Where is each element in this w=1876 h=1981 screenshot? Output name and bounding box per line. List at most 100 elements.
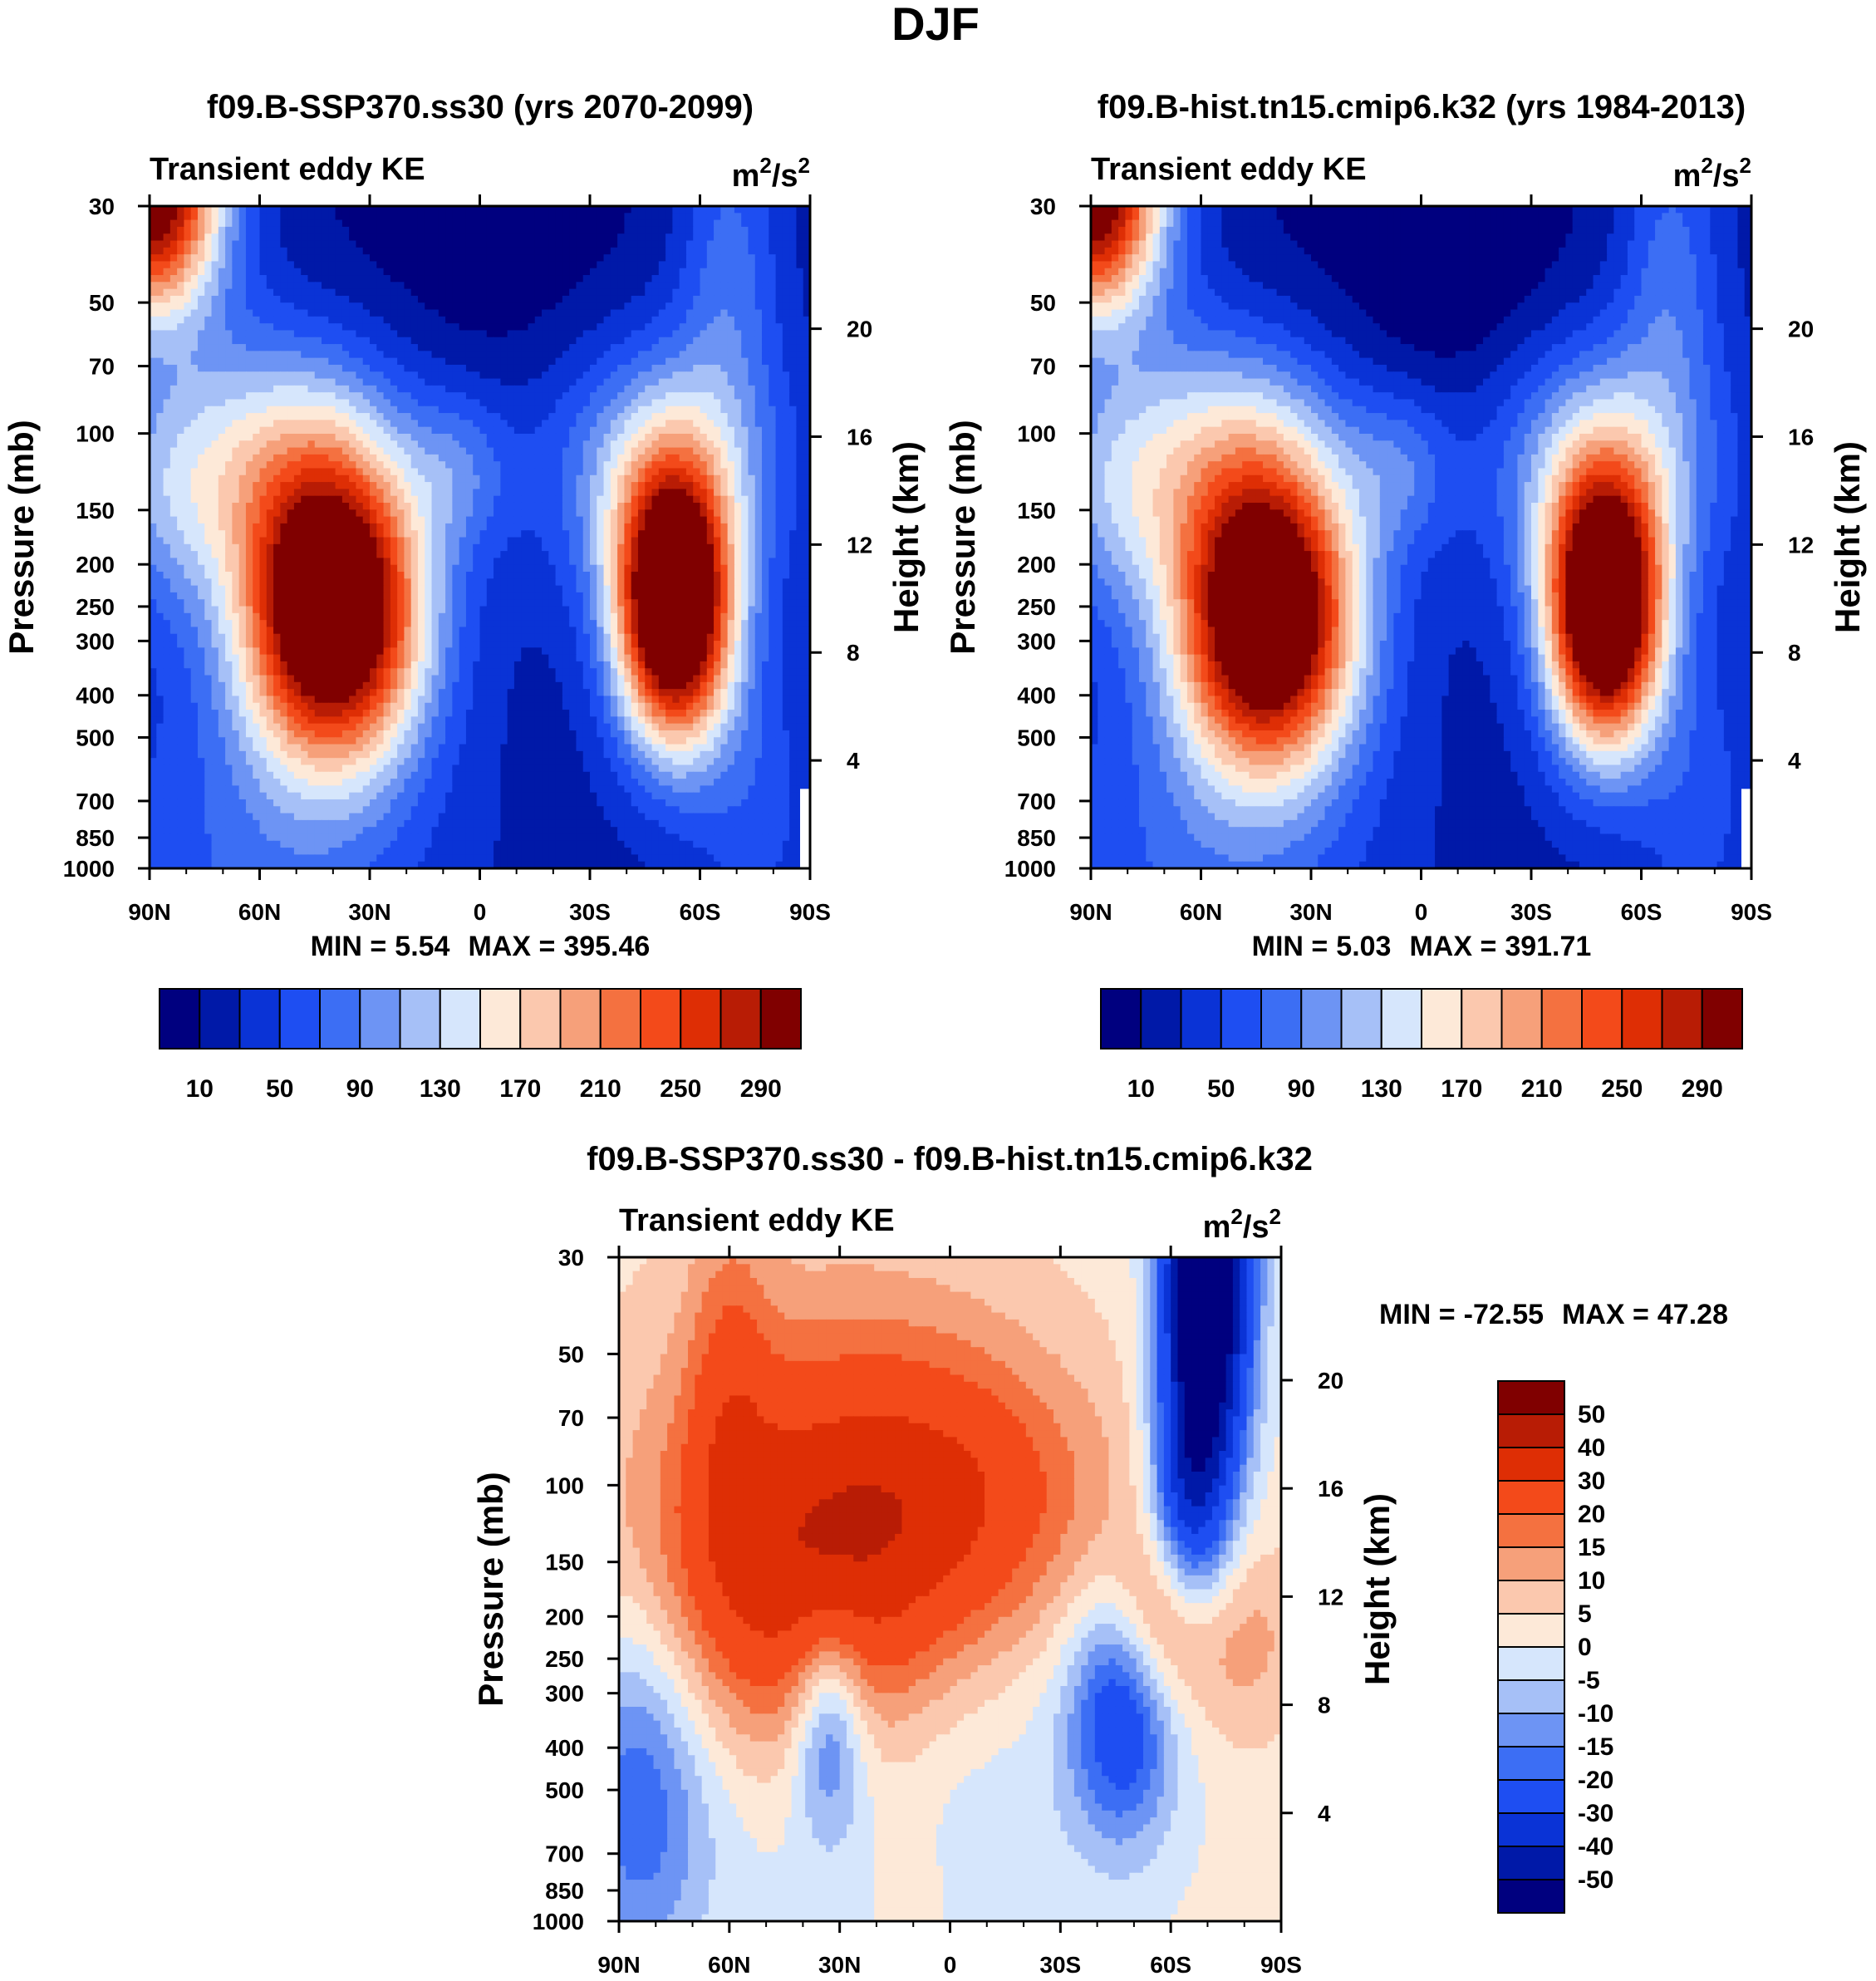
contour-cell bbox=[590, 489, 597, 497]
contour-cell bbox=[293, 447, 302, 455]
contour-cell bbox=[693, 240, 701, 248]
contour-cell bbox=[741, 433, 749, 441]
contour-cell bbox=[479, 364, 488, 372]
contour-cell bbox=[322, 420, 329, 428]
contour-cell bbox=[658, 268, 666, 276]
contour-cell bbox=[714, 295, 721, 303]
contour-cell bbox=[693, 509, 701, 518]
contour-cell bbox=[796, 309, 804, 317]
contour-cell bbox=[665, 282, 673, 290]
contour-cell bbox=[590, 537, 597, 545]
contour-cell bbox=[156, 378, 165, 386]
contour-cell bbox=[562, 385, 570, 393]
contour-cell bbox=[555, 537, 563, 545]
contour-cell bbox=[150, 433, 157, 441]
contour-cell bbox=[383, 482, 391, 489]
contour-cell bbox=[720, 344, 729, 351]
contour-cell bbox=[204, 337, 213, 345]
contour-cell bbox=[796, 288, 804, 297]
contour-cell bbox=[693, 495, 701, 504]
contour-cell bbox=[341, 454, 350, 462]
contour-cell bbox=[693, 364, 701, 372]
contour-cell bbox=[555, 261, 563, 269]
contour-cell bbox=[218, 323, 226, 332]
contour-cell bbox=[150, 219, 157, 228]
contour-cell bbox=[500, 537, 508, 545]
contour-cell bbox=[672, 302, 680, 311]
contour-cell bbox=[555, 523, 563, 531]
contour-cell bbox=[500, 288, 508, 297]
contour-cell bbox=[720, 558, 729, 566]
contour-cell bbox=[782, 226, 790, 234]
contour-cell bbox=[631, 454, 639, 462]
contour-cell bbox=[754, 406, 763, 414]
contour-cell bbox=[150, 330, 157, 338]
contour-cell bbox=[645, 537, 653, 545]
contour-cell bbox=[280, 330, 288, 338]
contour-cell bbox=[528, 468, 536, 476]
contour-cell bbox=[720, 316, 729, 324]
contour-cell bbox=[672, 282, 680, 290]
contour-cell bbox=[473, 309, 481, 317]
contour-cell bbox=[590, 295, 597, 303]
contour-cell bbox=[679, 254, 687, 263]
contour-cell bbox=[150, 240, 157, 248]
contour-cell bbox=[417, 474, 425, 483]
contour-cell bbox=[184, 406, 192, 414]
contour-cell bbox=[542, 447, 549, 455]
contour-cell bbox=[163, 295, 171, 303]
contour-cell bbox=[197, 440, 205, 449]
contour-cell bbox=[232, 385, 240, 393]
contour-cell bbox=[376, 558, 385, 566]
contour-cell bbox=[582, 530, 591, 538]
contour-cell bbox=[720, 399, 729, 407]
contour-cell bbox=[637, 219, 646, 228]
contour-cell bbox=[314, 226, 322, 234]
contour-cell bbox=[404, 295, 412, 303]
contour-cell bbox=[782, 551, 790, 558]
contour-cell bbox=[301, 385, 309, 393]
contour-cell bbox=[150, 268, 157, 276]
contour-cell bbox=[576, 558, 584, 566]
contour-cell bbox=[314, 323, 322, 332]
contour-cell bbox=[287, 385, 295, 393]
contour-cell bbox=[273, 233, 281, 242]
contour-cell bbox=[459, 558, 467, 566]
contour-cell bbox=[796, 385, 804, 393]
contour-cell bbox=[486, 330, 494, 338]
contour-cell bbox=[190, 543, 199, 552]
contour-cell bbox=[307, 399, 316, 407]
contour-cell bbox=[603, 275, 611, 283]
contour-cell bbox=[273, 516, 281, 524]
contour-cell bbox=[685, 447, 694, 455]
contour-cell bbox=[494, 316, 501, 324]
contour-cell bbox=[631, 440, 639, 449]
contour-cell bbox=[521, 530, 529, 538]
contour-cell bbox=[473, 516, 481, 524]
contour-cell bbox=[156, 530, 165, 538]
contour-cell bbox=[445, 420, 453, 428]
contour-cell bbox=[754, 392, 763, 401]
contour-cell bbox=[741, 474, 749, 483]
contour-cell bbox=[617, 378, 626, 386]
contour-cell bbox=[528, 530, 536, 538]
contour-cell bbox=[232, 489, 240, 497]
contour-cell bbox=[590, 447, 597, 455]
contour-cell bbox=[796, 275, 804, 283]
contour-cell bbox=[431, 295, 440, 303]
contour-cell bbox=[714, 406, 721, 414]
contour-cell bbox=[748, 302, 756, 311]
contour-cell bbox=[438, 261, 446, 269]
contour-cell bbox=[190, 323, 199, 332]
contour-cell bbox=[273, 254, 281, 263]
contour-cell bbox=[513, 268, 522, 276]
contour-cell bbox=[782, 309, 790, 317]
contour-cell bbox=[534, 226, 543, 234]
contour-cell bbox=[479, 337, 488, 345]
contour-cell bbox=[693, 302, 701, 311]
contour-cell bbox=[390, 454, 398, 462]
contour-cell bbox=[542, 206, 549, 214]
contour-cell bbox=[748, 275, 756, 283]
contour-cell bbox=[225, 440, 233, 449]
contour-cell bbox=[245, 240, 253, 248]
